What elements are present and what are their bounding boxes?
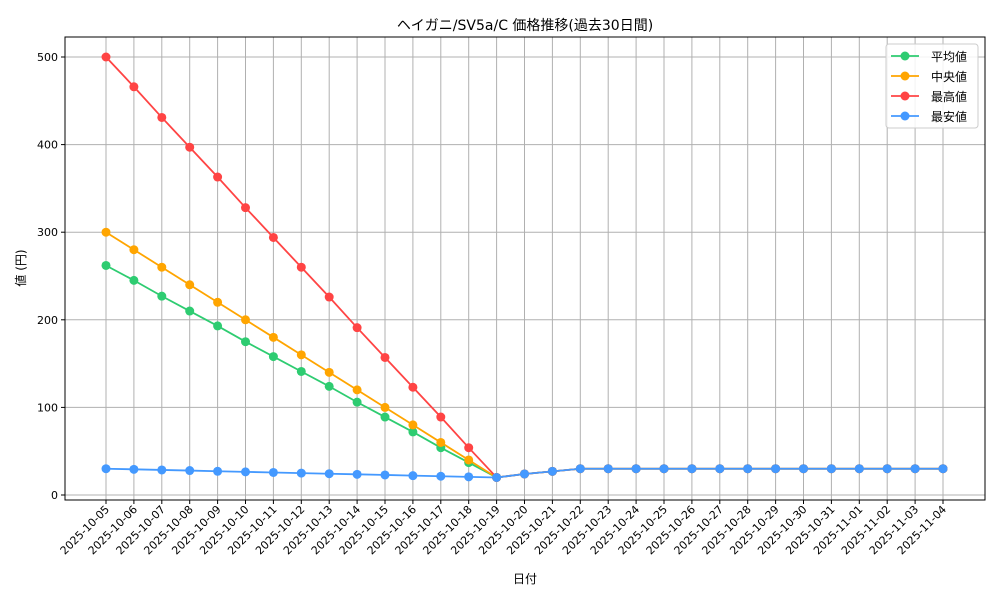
data-point — [268, 467, 278, 477]
data-point — [185, 306, 195, 316]
data-point — [882, 464, 892, 474]
data-point — [213, 172, 223, 182]
legend-marker — [900, 91, 910, 101]
data-point — [101, 227, 111, 237]
x-axis-label: 日付 — [513, 572, 537, 586]
legend-label: 最安値 — [931, 109, 967, 124]
data-point — [408, 420, 418, 430]
data-point — [213, 466, 223, 476]
data-point — [101, 52, 111, 62]
data-point — [129, 82, 139, 92]
y-tick-label: 400 — [37, 139, 58, 152]
data-point — [408, 471, 418, 481]
data-point — [826, 464, 836, 474]
data-point — [352, 397, 362, 407]
data-point — [157, 291, 167, 301]
data-point — [408, 382, 418, 392]
data-point — [268, 352, 278, 362]
y-tick-label: 0 — [51, 489, 58, 502]
data-point — [715, 464, 725, 474]
data-point — [324, 469, 334, 479]
grid — [65, 37, 985, 500]
data-point — [157, 112, 167, 122]
data-point — [436, 471, 446, 481]
legend-label: 中央値 — [931, 69, 967, 84]
data-point — [436, 412, 446, 422]
data-point — [185, 142, 195, 152]
data-point — [380, 470, 390, 480]
data-point — [854, 464, 864, 474]
data-point — [157, 262, 167, 272]
data-point — [575, 464, 585, 474]
data-point — [603, 464, 613, 474]
data-point — [129, 245, 139, 255]
data-point — [241, 203, 250, 213]
data-point — [464, 472, 474, 482]
data-point — [296, 350, 306, 360]
legend-box — [885, 43, 979, 129]
data-point — [352, 469, 362, 479]
data-point — [324, 381, 334, 391]
data-point — [380, 352, 390, 362]
data-point — [268, 232, 278, 242]
data-point — [324, 292, 334, 302]
data-point — [185, 466, 195, 476]
data-point — [324, 367, 334, 377]
data-point — [268, 332, 278, 342]
data-point — [185, 280, 195, 290]
data-point — [910, 464, 920, 474]
data-point — [743, 464, 753, 474]
y-axis-label: 値 (円) — [13, 249, 28, 286]
data-point — [129, 464, 139, 474]
data-point — [631, 464, 641, 474]
data-point — [213, 297, 223, 307]
series-group — [101, 52, 948, 482]
data-point — [380, 412, 390, 422]
ticks: 2025-10-052025-10-062025-10-072025-10-08… — [37, 51, 949, 557]
data-point — [492, 472, 502, 482]
y-tick-label: 500 — [37, 51, 58, 64]
data-point — [352, 385, 362, 395]
data-point — [436, 437, 446, 447]
legend-label: 最高値 — [931, 89, 967, 104]
data-point — [380, 402, 390, 412]
data-point — [101, 260, 111, 270]
data-point — [938, 464, 948, 474]
data-point — [296, 468, 306, 478]
data-point — [771, 464, 781, 474]
data-point — [547, 466, 557, 476]
legend-marker — [900, 111, 910, 121]
data-point — [241, 337, 250, 347]
data-point — [157, 465, 167, 475]
y-tick-label: 300 — [37, 226, 58, 239]
data-point — [464, 443, 474, 453]
data-point — [129, 275, 139, 285]
chart-title: ヘイガニ/SV5a/C 価格推移(過去30日間) — [397, 18, 653, 34]
series-3 — [101, 464, 948, 482]
data-point — [687, 464, 697, 474]
data-point — [213, 321, 223, 331]
data-point — [296, 262, 306, 272]
data-point — [296, 366, 306, 376]
legend-marker — [900, 71, 910, 81]
y-tick-label: 200 — [37, 314, 58, 327]
legend-marker — [900, 51, 910, 61]
data-point — [799, 464, 808, 474]
data-point — [520, 469, 529, 479]
data-point — [352, 323, 362, 333]
data-point — [101, 464, 111, 474]
legend-label: 平均値 — [931, 49, 967, 64]
y-tick-label: 100 — [37, 401, 58, 414]
data-point — [659, 464, 669, 474]
data-point — [408, 427, 418, 437]
data-point — [241, 467, 250, 477]
data-point — [464, 455, 474, 465]
data-point — [241, 315, 250, 325]
